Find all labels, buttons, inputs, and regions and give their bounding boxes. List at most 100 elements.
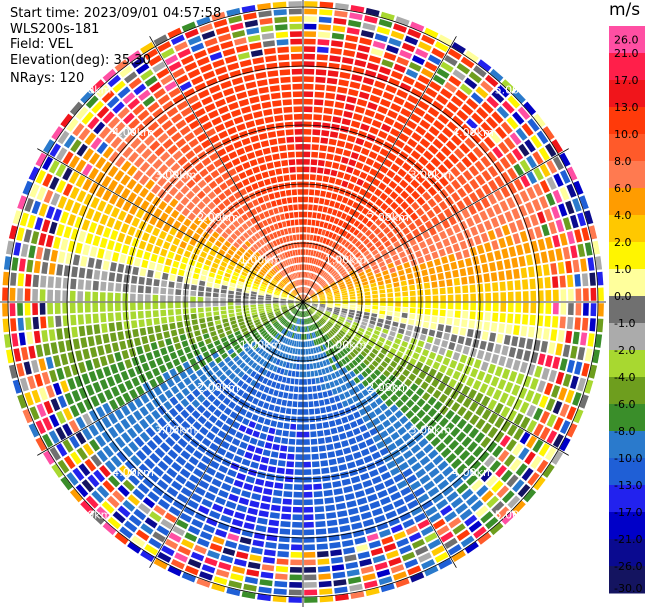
range-gate — [362, 217, 369, 225]
range-gate — [401, 42, 416, 53]
range-gate — [313, 114, 322, 121]
range-gate — [337, 171, 345, 179]
range-gate — [343, 275, 350, 281]
colorbar-tick-label: 0.0 — [614, 290, 632, 303]
colorbar-tick-label: 26.0 — [614, 34, 639, 47]
range-gate — [475, 127, 487, 139]
range-gate — [394, 139, 405, 149]
range-gate — [361, 261, 368, 267]
range-gate — [372, 40, 386, 50]
range-gate — [415, 277, 422, 284]
range-gate — [505, 269, 513, 280]
range-gate — [424, 220, 433, 229]
range-gate — [338, 79, 349, 87]
range-gate — [342, 273, 349, 279]
range-gate — [443, 263, 450, 272]
range-gate — [399, 211, 408, 220]
range-gate — [496, 84, 510, 98]
range-gate — [312, 299, 318, 301]
range-gate — [306, 272, 310, 278]
range-gate — [389, 191, 399, 200]
range-gate — [390, 103, 402, 113]
range-gate — [345, 278, 351, 283]
range-gate — [310, 293, 316, 297]
range-gate — [374, 240, 382, 248]
range-gate — [309, 290, 313, 295]
range-gate — [417, 256, 425, 264]
range-gate — [456, 232, 465, 242]
ray — [304, 113, 546, 301]
range-gate — [341, 271, 347, 277]
range-gate — [545, 192, 556, 206]
range-gate — [455, 89, 468, 101]
range-gate — [311, 257, 315, 264]
range-gate — [346, 280, 353, 285]
range-gate — [390, 272, 398, 278]
range-gate — [304, 299, 310, 302]
range-gate — [464, 137, 476, 149]
range-gate — [546, 160, 558, 174]
range-gate — [350, 120, 361, 129]
range-gate — [365, 174, 374, 183]
range-gate — [326, 294, 333, 297]
range-gate — [363, 284, 370, 289]
range-gate — [328, 231, 334, 239]
range-gate — [311, 144, 319, 151]
range-gate — [303, 249, 306, 255]
range-gate — [311, 151, 319, 158]
range-gate — [306, 234, 310, 241]
range-gate — [584, 210, 594, 225]
range-gate — [572, 198, 582, 212]
range-gate — [407, 94, 419, 105]
range-gate — [545, 143, 557, 158]
range-gate — [354, 106, 365, 114]
range-gate — [397, 168, 407, 178]
range-gate — [380, 11, 395, 21]
range-gate — [390, 70, 404, 80]
range-gate — [304, 296, 308, 301]
range-gate — [472, 146, 484, 158]
range-gate — [581, 227, 590, 241]
range-gate — [420, 67, 434, 79]
range-gate — [542, 126, 555, 141]
range-gate — [314, 189, 321, 196]
range-gate — [309, 265, 313, 271]
range-gate — [540, 251, 548, 264]
range-gate — [447, 48, 462, 60]
range-gate — [311, 274, 316, 280]
range-gate — [315, 259, 319, 265]
range-gate — [362, 22, 376, 31]
range-gate — [413, 107, 426, 117]
range-gate — [422, 231, 431, 240]
range-gate — [478, 141, 490, 154]
range-gate — [419, 138, 431, 148]
range-gate — [508, 222, 518, 234]
range-gate — [355, 251, 362, 258]
range-gate — [330, 169, 338, 177]
range-gate — [341, 230, 348, 238]
range-gate — [376, 154, 386, 164]
range-gate — [359, 188, 367, 196]
range-gate — [327, 223, 333, 230]
range-gate — [343, 110, 353, 119]
range-gate — [394, 216, 403, 225]
range-gate — [347, 243, 354, 250]
range-gate — [437, 164, 448, 175]
ray — [304, 210, 594, 302]
range-gate — [360, 30, 374, 39]
range-gate — [348, 88, 359, 97]
range-gate — [527, 228, 536, 241]
range-gate — [420, 168, 431, 178]
range-gate — [424, 132, 435, 143]
range-gate — [324, 274, 330, 280]
range-gate — [382, 91, 394, 101]
range-gate — [336, 194, 343, 202]
range-gate — [379, 192, 388, 201]
range-gate — [378, 182, 387, 191]
range-gate — [411, 55, 425, 66]
range-gate — [456, 109, 469, 121]
range-gate — [559, 152, 571, 167]
range-gate — [481, 183, 492, 195]
range-gate — [509, 132, 522, 146]
range-gate — [410, 179, 420, 189]
